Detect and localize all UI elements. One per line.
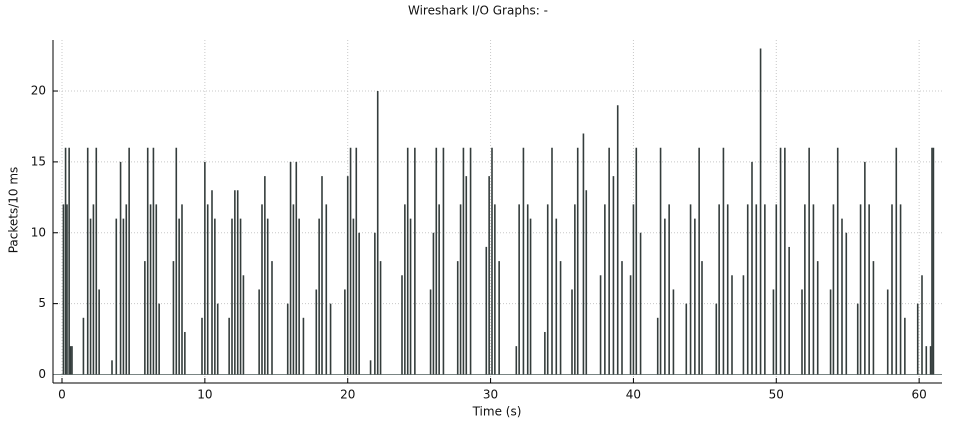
y-tick-label: 10 [31, 225, 46, 239]
x-tick-label: 40 [626, 388, 641, 402]
x-tick-label: 60 [912, 388, 927, 402]
y-tick-label: 0 [38, 367, 46, 381]
y-tick-label: 15 [31, 154, 46, 168]
x-tick-label: 10 [197, 388, 212, 402]
x-tick-label: 0 [58, 388, 66, 402]
chart-title: Wireshark I/O Graphs: - [408, 4, 548, 18]
x-tick-label: 20 [340, 388, 355, 402]
x-tick-label: 30 [483, 388, 498, 402]
x-axis-label: Time (s) [472, 405, 522, 419]
y-axis-label: Packets/10 ms [7, 167, 21, 254]
y-tick-label: 20 [31, 84, 46, 98]
x-tick-label: 50 [769, 388, 784, 402]
plot-area: 0 5 10 15 20 0 10 20 30 40 50 60 [31, 40, 942, 402]
y-tick-label: 5 [38, 296, 46, 310]
